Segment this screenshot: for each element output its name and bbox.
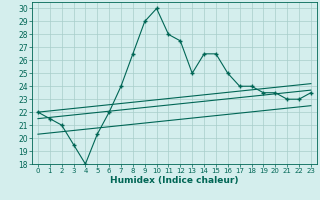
- X-axis label: Humidex (Indice chaleur): Humidex (Indice chaleur): [110, 176, 239, 185]
